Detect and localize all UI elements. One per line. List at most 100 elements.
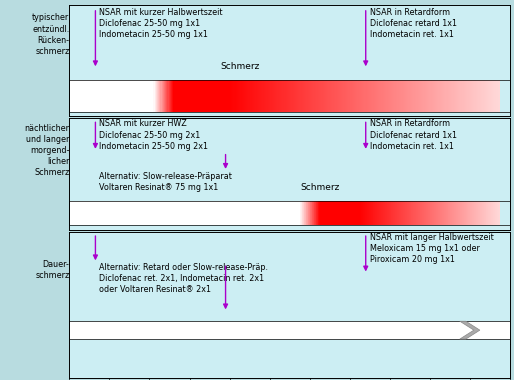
- Bar: [463, 201, 464, 225]
- Bar: [217, 80, 219, 112]
- Bar: [331, 80, 332, 112]
- Bar: [483, 80, 484, 112]
- Bar: [335, 80, 337, 112]
- Bar: [325, 80, 326, 112]
- Bar: [482, 201, 483, 225]
- Bar: [420, 80, 421, 112]
- Bar: [348, 201, 350, 225]
- Bar: [412, 80, 413, 112]
- Bar: [448, 80, 449, 112]
- Bar: [318, 80, 320, 112]
- Bar: [316, 80, 317, 112]
- Bar: [407, 201, 408, 225]
- Bar: [466, 80, 468, 112]
- Bar: [478, 201, 479, 225]
- Bar: [281, 80, 283, 112]
- Bar: [428, 201, 429, 225]
- Bar: [352, 201, 353, 225]
- Bar: [375, 201, 376, 225]
- Bar: [279, 80, 280, 112]
- Bar: [329, 201, 330, 225]
- Bar: [269, 80, 271, 112]
- Bar: [421, 201, 423, 225]
- Bar: [327, 201, 328, 225]
- Bar: [371, 201, 372, 225]
- Bar: [444, 201, 445, 225]
- Bar: [398, 201, 399, 225]
- Bar: [459, 201, 460, 225]
- Bar: [433, 201, 434, 225]
- Bar: [485, 201, 486, 225]
- Bar: [355, 80, 357, 112]
- Bar: [355, 201, 356, 225]
- Bar: [384, 80, 386, 112]
- Bar: [451, 201, 452, 225]
- Bar: [336, 201, 337, 225]
- Bar: [354, 80, 356, 112]
- Bar: [229, 80, 230, 112]
- Bar: [464, 201, 465, 225]
- Bar: [168, 80, 169, 112]
- Bar: [287, 80, 288, 112]
- Bar: [476, 201, 477, 225]
- Bar: [417, 201, 418, 225]
- Bar: [402, 80, 404, 112]
- Bar: [487, 80, 489, 112]
- Bar: [366, 201, 368, 225]
- Bar: [457, 201, 459, 225]
- Bar: [307, 201, 308, 225]
- Bar: [373, 201, 374, 225]
- Bar: [430, 80, 432, 112]
- Bar: [69, 80, 510, 112]
- Bar: [466, 201, 467, 225]
- Bar: [469, 201, 470, 225]
- Bar: [356, 201, 357, 225]
- Bar: [161, 80, 163, 112]
- Bar: [216, 80, 217, 112]
- Bar: [213, 80, 214, 112]
- Bar: [440, 201, 442, 225]
- Bar: [293, 80, 295, 112]
- Bar: [259, 80, 261, 112]
- Bar: [497, 201, 498, 225]
- Bar: [236, 80, 237, 112]
- Bar: [265, 80, 266, 112]
- Bar: [468, 201, 469, 225]
- Bar: [404, 201, 405, 225]
- Bar: [163, 80, 164, 112]
- Bar: [178, 80, 179, 112]
- Bar: [172, 80, 174, 112]
- Bar: [351, 201, 352, 225]
- Bar: [182, 80, 184, 112]
- Bar: [400, 80, 402, 112]
- Bar: [375, 80, 376, 112]
- Bar: [233, 80, 235, 112]
- Bar: [361, 80, 362, 112]
- Bar: [307, 80, 309, 112]
- Bar: [313, 201, 314, 225]
- Bar: [373, 80, 374, 112]
- Bar: [341, 201, 342, 225]
- Bar: [441, 80, 443, 112]
- Bar: [435, 80, 436, 112]
- Bar: [449, 201, 450, 225]
- Bar: [429, 80, 431, 112]
- Bar: [432, 201, 433, 225]
- Bar: [333, 201, 334, 225]
- Bar: [463, 201, 464, 225]
- Bar: [432, 201, 433, 225]
- Bar: [434, 80, 435, 112]
- Bar: [365, 80, 367, 112]
- Bar: [387, 80, 388, 112]
- Bar: [227, 80, 228, 112]
- Bar: [345, 80, 346, 112]
- Bar: [476, 201, 478, 225]
- Bar: [339, 80, 340, 112]
- Bar: [214, 80, 215, 112]
- Bar: [377, 80, 379, 112]
- Bar: [447, 201, 448, 225]
- Bar: [363, 80, 365, 112]
- Bar: [373, 201, 374, 225]
- Bar: [495, 201, 496, 225]
- Bar: [464, 201, 466, 225]
